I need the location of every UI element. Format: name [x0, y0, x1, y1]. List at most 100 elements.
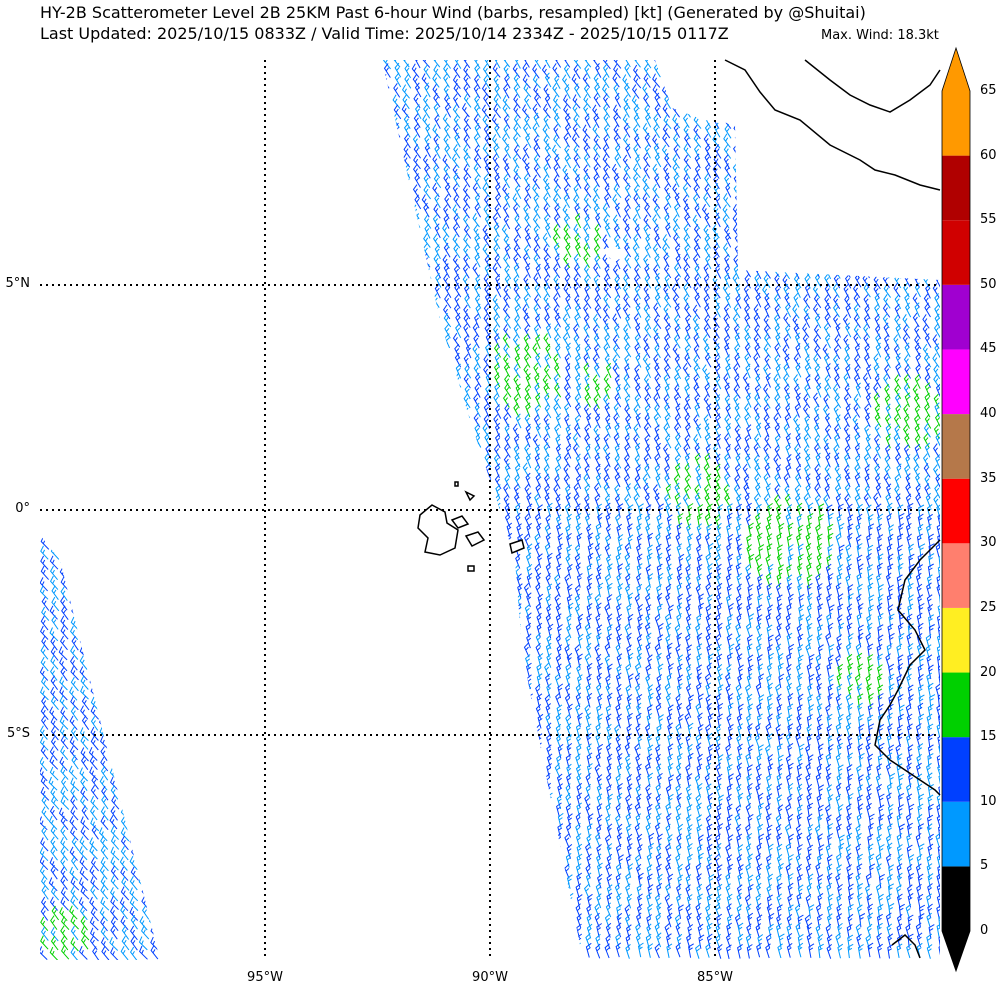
wind-barb: [453, 193, 461, 209]
wind-barb: [656, 674, 663, 689]
wind-barb: [503, 362, 511, 378]
wind-barb: [762, 133, 770, 149]
wind-barb: [407, 542, 413, 558]
wind-barb: [444, 422, 451, 438]
wind-barb: [745, 843, 752, 858]
wind-barb: [514, 184, 522, 200]
wind-barb: [927, 744, 934, 759]
wind-barb: [787, 762, 794, 778]
wind-barb: [665, 862, 671, 878]
wind-barb: [676, 543, 683, 559]
wind-barb: [413, 154, 421, 170]
wind-barb: [823, 252, 831, 268]
wind-barb: [463, 82, 471, 98]
wind-barb: [644, 383, 652, 398]
wind-barb: [726, 763, 733, 779]
wind-barb: [575, 703, 581, 719]
wind-barb: [612, 354, 620, 369]
wind-barb: [534, 542, 541, 558]
wind-barb: [425, 873, 431, 889]
wind-barb: [433, 452, 440, 468]
wind-barb: [463, 313, 471, 328]
wind-barb: [652, 183, 660, 199]
wind-barb: [694, 273, 702, 288]
wind-barb: [764, 44, 771, 58]
wind-barb: [664, 94, 672, 109]
wind-barb: [404, 44, 411, 58]
wind-barb: [525, 133, 532, 148]
wind-barb: [475, 622, 481, 638]
wind-barb: [918, 904, 926, 920]
wind-barb: [675, 784, 681, 799]
wind-barb: [514, 314, 522, 329]
wind-barb: [672, 223, 680, 239]
wind-barb: [736, 583, 742, 599]
wind-barb: [591, 60, 600, 68]
wind-barb: [754, 482, 761, 498]
wind-barb: [384, 273, 392, 289]
wind-barb: [797, 884, 804, 900]
wind-barb: [922, 134, 930, 149]
wind-barb: [754, 44, 761, 58]
wind-barb: [625, 854, 632, 869]
wind-barb: [674, 623, 681, 639]
wind-barb: [395, 724, 402, 739]
wind-barb: [543, 364, 552, 380]
wind-barb: [897, 533, 904, 548]
wind-barb: [816, 693, 822, 709]
wind-barb: [602, 304, 610, 319]
wind-barb: [473, 282, 481, 298]
wind-barb: [833, 423, 841, 439]
wind-barb: [504, 162, 511, 178]
wind-barb: [888, 632, 895, 648]
wind-barb: [374, 445, 380, 459]
wind-barb: [375, 683, 380, 697]
wind-barb: [464, 574, 471, 590]
wind-barb: [825, 223, 832, 239]
wind-barb: [846, 622, 853, 638]
wind-barb: [516, 523, 522, 538]
wind-barb: [424, 812, 431, 828]
wind-barb: [807, 634, 813, 650]
wind-barb: [892, 203, 901, 219]
wind-barb: [557, 862, 563, 878]
wind-barb: [636, 553, 643, 569]
wind-barb: [377, 844, 381, 858]
wind-barb: [673, 92, 682, 108]
wind-barb: [521, 104, 530, 119]
wind-barb: [727, 702, 734, 718]
wind-barb: [936, 613, 940, 629]
wind-barb: [715, 263, 722, 279]
wind-barb: [412, 134, 420, 149]
wind-barb: [664, 333, 671, 348]
wind-barb: [382, 242, 390, 258]
wind-barb: [492, 294, 501, 309]
wind-barb: [465, 742, 472, 758]
wind-barb: [776, 704, 783, 719]
wind-barb: [902, 183, 910, 198]
wind-barb: [432, 233, 441, 249]
wind-barb: [475, 813, 482, 829]
wind-barb: [897, 804, 904, 819]
wind-barb: [685, 582, 692, 598]
wind-barb: [374, 234, 380, 248]
wind-barb: [857, 733, 864, 748]
wind-barb: [433, 404, 441, 419]
wind-barb: [526, 572, 533, 588]
wind-barb: [786, 773, 792, 788]
wind-barb: [838, 544, 845, 559]
wind-barb: [543, 333, 551, 348]
wind-barb: [655, 473, 661, 489]
wind-barb: [605, 902, 612, 918]
wind-barb: [886, 483, 892, 499]
wind-barb: [414, 304, 421, 320]
wind-barb: [394, 602, 401, 618]
wind-barb: [892, 73, 900, 88]
wind-barb: [802, 233, 811, 248]
wind-barb: [484, 903, 490, 919]
wind-barb: [872, 244, 881, 259]
wind-barb: [752, 144, 760, 160]
wind-barb: [814, 313, 822, 329]
wind-barb: [676, 602, 683, 618]
wind-barb: [513, 83, 521, 98]
